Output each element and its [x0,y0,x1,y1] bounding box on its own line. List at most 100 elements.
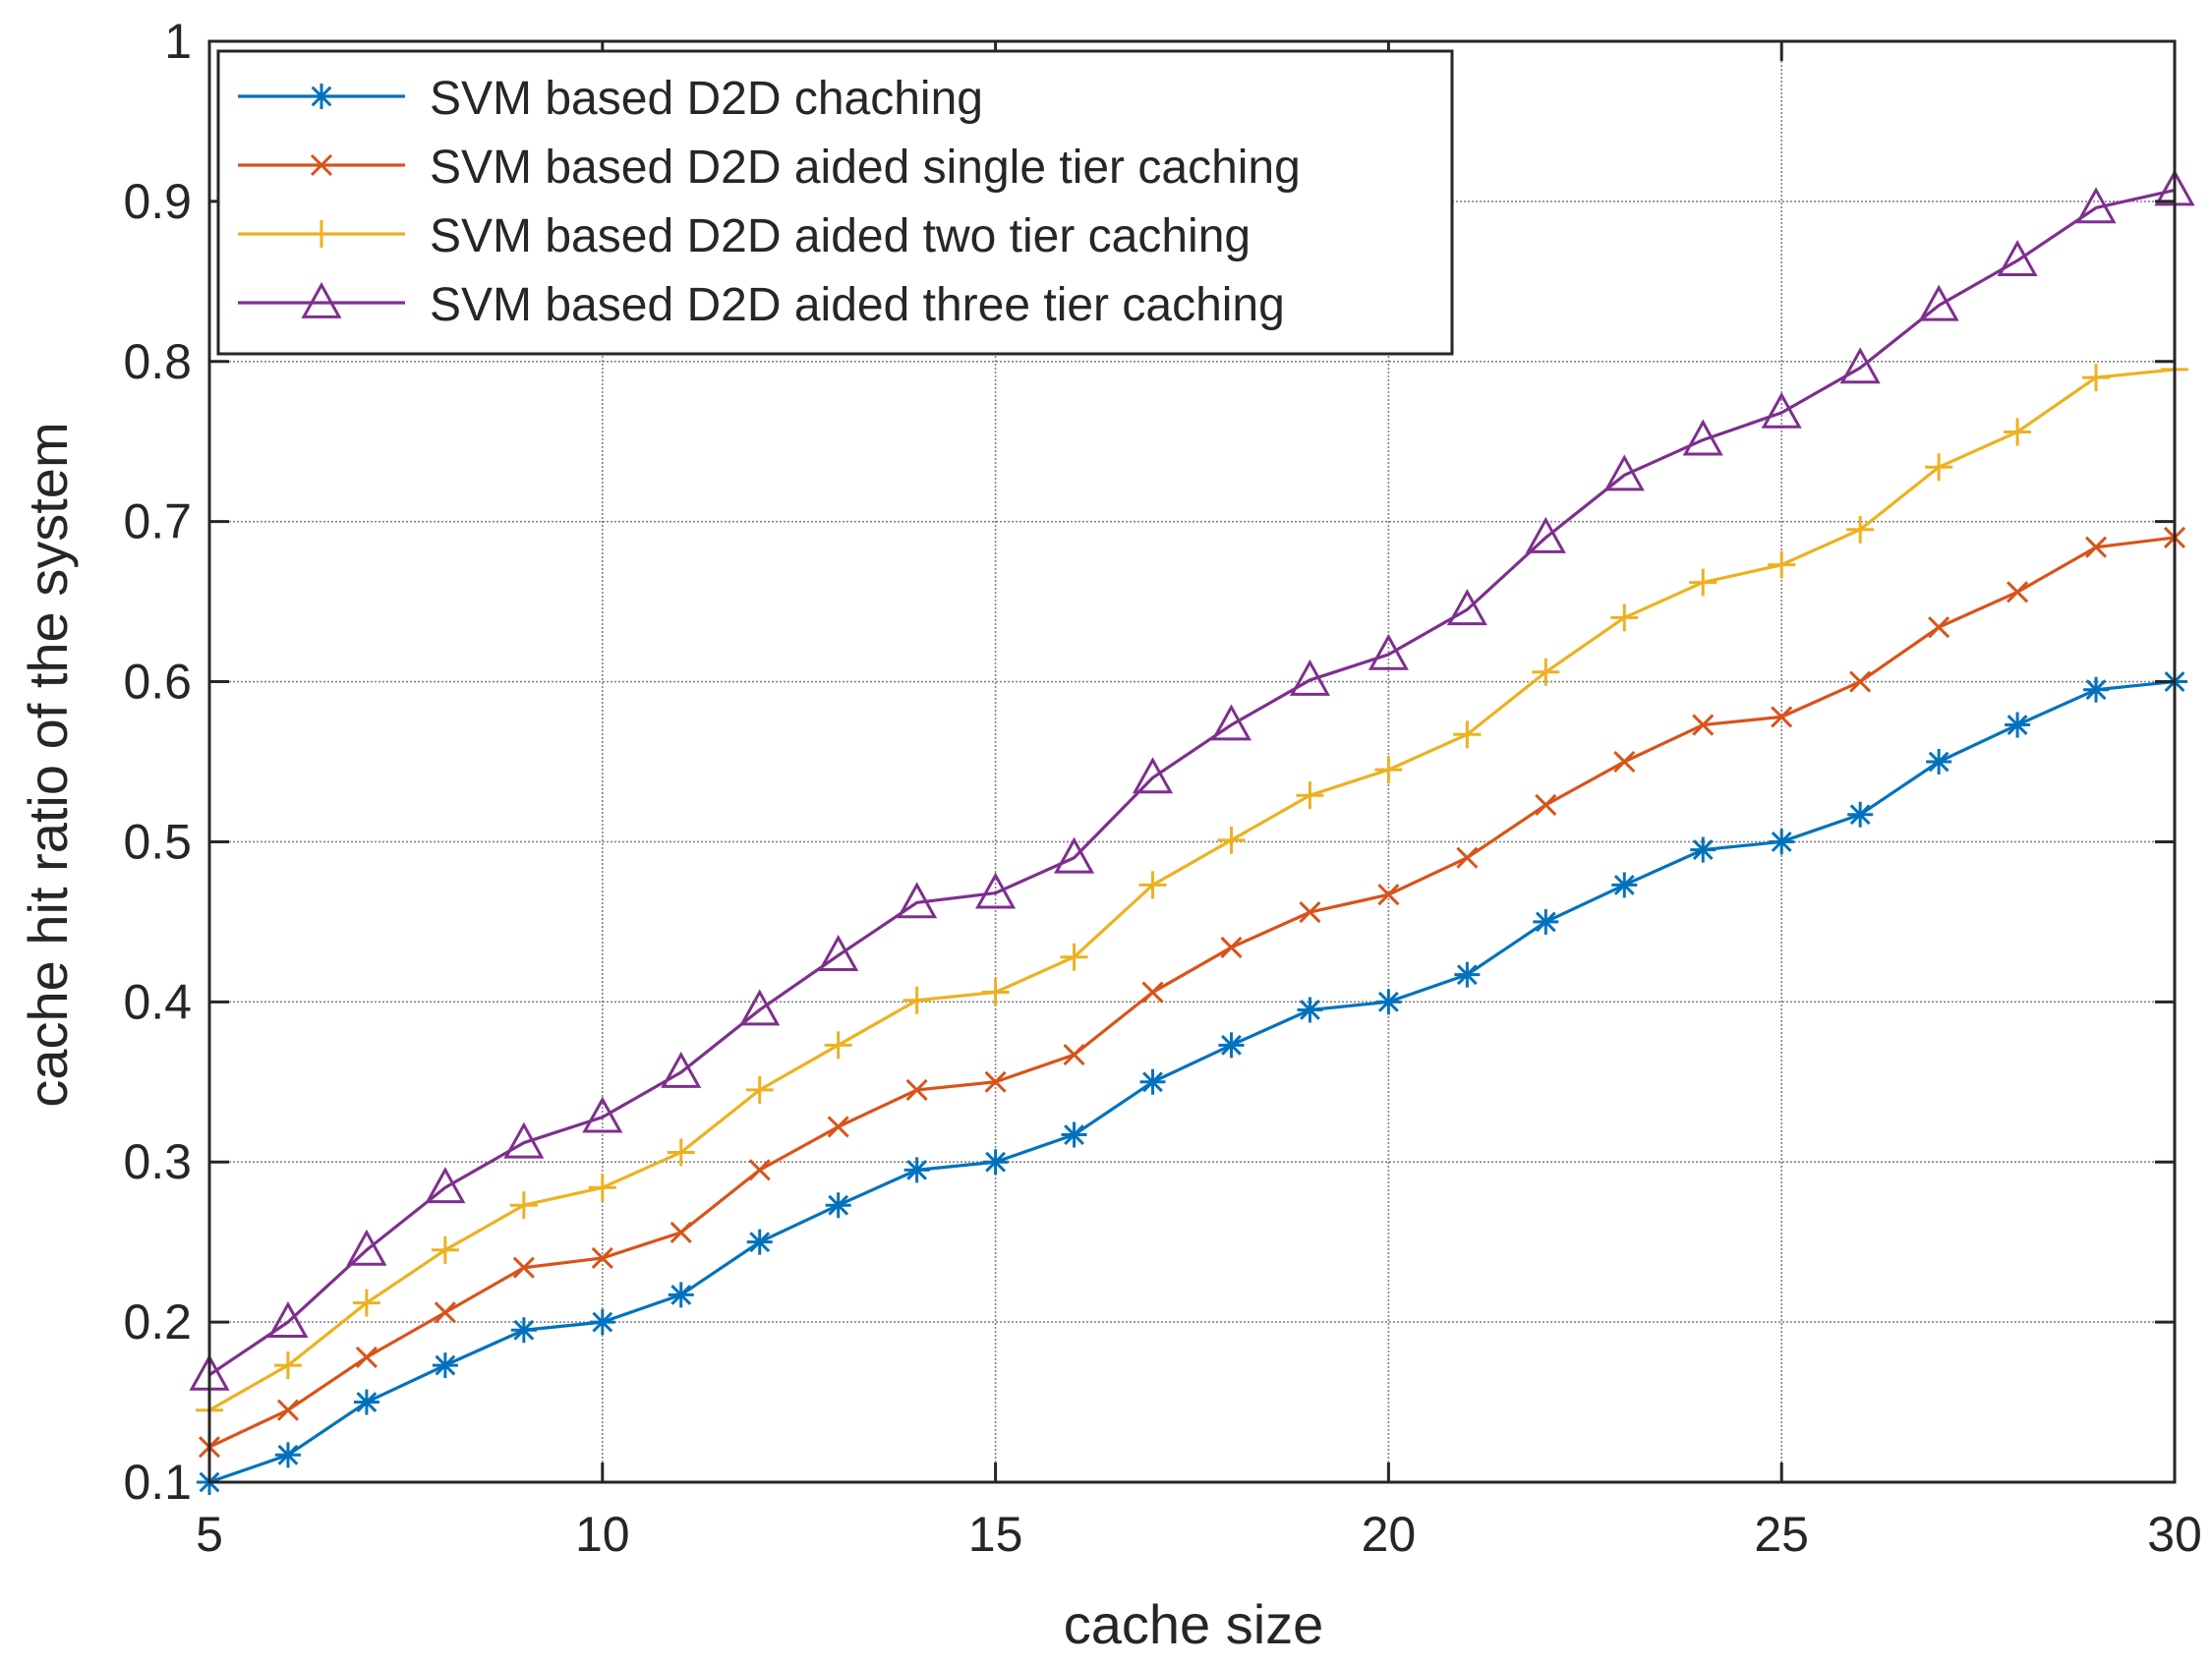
series-3 [196,355,2188,1424]
data-point [432,1352,458,1379]
data-point [431,1235,459,1264]
legend-label: SVM based D2D aided single tier caching [430,142,1301,194]
data-point [1377,884,1400,906]
data-point [975,872,1017,909]
data-point [1220,936,1243,959]
data-point [1533,908,1559,935]
data-point [825,1192,851,1219]
data-point [1682,419,1723,456]
data-point [2082,364,2111,392]
data-point [1926,749,1952,775]
data-point [434,1301,456,1324]
legend-marker [301,281,342,318]
data-point [355,1346,378,1369]
y-tick-label: 1 [164,14,192,69]
data-point [1610,603,1639,632]
data-point [588,1174,616,1202]
data-point [1138,871,1167,899]
legend: SVM based D2D chaching SVM based D2D aide… [216,49,1454,356]
data-point [1446,589,1487,626]
data-point [667,1138,695,1167]
data-point [1132,757,1174,794]
legend-marker [310,153,333,177]
data-point [982,1149,1009,1176]
data-point [273,1351,302,1380]
data-point [984,1070,1007,1093]
data-point [748,1159,771,1181]
data-point [661,1051,702,1088]
legend-item: SVM based D2D aided two tier caching [238,210,1251,262]
data-point [1296,781,1324,810]
legend-marker [308,220,335,248]
legend-label: SVM based D2D aided three tier caching [430,279,1285,331]
data-point [1535,793,1557,817]
series-4 [189,169,2195,1391]
x-tick-label: 15 [968,1507,1023,1562]
data-point [1054,836,1095,874]
data-point [512,1256,535,1279]
data-point [1918,284,1959,321]
data-point [1061,1121,1087,1148]
series-line [208,679,2176,1484]
data-point [1453,720,1482,749]
y-tick-label: 0.1 [123,1455,192,1510]
series-line [208,368,2176,1412]
axes-frame [207,39,2177,1484]
data-point [745,1075,774,1104]
data-point [1692,714,1715,736]
data-point [1297,997,1323,1023]
ticks: 5 10 15 20 25 30 0.1 0.2 0.3 0.4 0.5 0.6 0.7 0.8 0.9 1 [123,14,2201,1562]
x-tick-label: 25 [1754,1507,1809,1562]
data-point [1375,989,1402,1015]
data-point [746,1229,773,1255]
data-point [1690,836,1717,863]
data-point [897,882,938,919]
legend-box [216,49,1454,356]
x-tick-label: 20 [1362,1507,1417,1562]
data-point [276,1399,300,1421]
data-point [2075,187,2117,224]
data-point [1997,240,2038,277]
data-point [591,1246,613,1270]
data-point [582,1096,623,1133]
data-point [903,1157,930,1183]
data-point [827,1116,849,1138]
x-tick-label: 10 [575,1507,630,1562]
data-point [2007,581,2029,603]
data-point [1532,658,1560,686]
legend-item: SVM based D2D chaching [238,73,983,125]
data-point [1374,756,1403,784]
series-layer [189,169,2195,1495]
data-point [981,978,1010,1006]
data-point [1218,1032,1245,1059]
data-point [1689,568,1717,597]
data-point [824,1031,852,1060]
legend-marker [309,84,334,109]
series-line [208,536,2176,1449]
data-point [668,1282,694,1308]
data-point [1849,670,1872,693]
y-tick-label: 0.7 [123,494,192,549]
y-axis-label: cache hit ratio of the system [17,422,79,1107]
data-point [1456,846,1479,869]
data-point [1846,515,1875,544]
data-point [1210,704,1252,741]
data-point [1141,981,1164,1004]
y-tick-label: 0.8 [123,334,192,389]
y-tick-label: 0.5 [123,814,192,869]
data-point [1761,391,1802,429]
data-point [1928,616,1950,639]
data-point [905,1078,928,1101]
series-2 [198,526,2186,1459]
data-point [353,1389,379,1415]
legend-label: SVM based D2D aided two tier caching [430,210,1251,262]
data-point [1217,826,1246,854]
data-point [1063,1044,1085,1066]
legend-item: SVM based D2D aided single tier caching [238,142,1301,194]
data-point [1060,943,1088,971]
x-tick-label: 5 [196,1507,223,1562]
data-point [1613,750,1636,774]
x-axis-label: cache size [1064,1593,1324,1655]
data-point [669,1221,692,1243]
